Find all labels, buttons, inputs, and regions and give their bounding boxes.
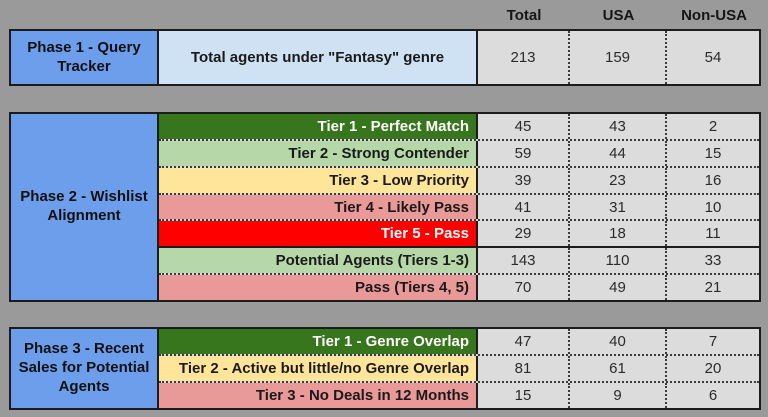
cell-total: 143: [478, 248, 568, 274]
phase1-table: Phase 1 - Query Tracker Total agents und…: [9, 29, 761, 86]
phase3-table: Phase 3 - Recent Sales for Potential Age…: [9, 327, 761, 410]
cell-total: 15: [478, 383, 568, 408]
cell-non-usa: 16: [665, 167, 759, 193]
cell-usa: 18: [568, 221, 665, 247]
cell-non-usa: 21: [665, 275, 759, 301]
table-row: Potential Agents (Tiers 1-3) 143 110 33: [159, 246, 759, 274]
row-label: Tier 5 - Pass: [159, 221, 478, 247]
phase3-label: Phase 3 - Recent Sales for Potential Age…: [11, 329, 159, 408]
cell-total: 59: [478, 140, 568, 166]
cell-usa: 9: [568, 383, 665, 408]
table-row: Tier 1 - Perfect Match 45 43 2: [159, 114, 759, 139]
cell-usa: 44: [568, 140, 665, 166]
cell-non-usa: 33: [665, 248, 759, 274]
cell-total: 41: [478, 194, 568, 220]
cell-non-usa: 20: [665, 356, 759, 381]
cell-usa: 110: [568, 248, 665, 274]
table-row: Tier 1 - Genre Overlap 47 40 7: [159, 329, 759, 354]
table-row: Tier 4 - Likely Pass 41 31 10: [159, 192, 759, 220]
cell-non-usa: 11: [665, 221, 759, 247]
cell-usa: 43: [568, 114, 665, 139]
table-row: Tier 2 - Strong Contender 59 44 15: [159, 138, 759, 166]
cell-total: 39: [478, 167, 568, 193]
cell-non-usa: 7: [665, 329, 759, 354]
table-row: Tier 5 - Pass 29 18 11: [159, 219, 759, 247]
cell-total: 45: [478, 114, 568, 139]
row-label: Pass (Tiers 4, 5): [159, 275, 478, 301]
row-label: Total agents under "Fantasy" genre: [159, 31, 478, 84]
table-row: Tier 2 - Active but little/no Genre Over…: [159, 354, 759, 381]
column-header-usa: USA: [602, 6, 635, 24]
row-label: Tier 3 - Low Priority: [159, 167, 478, 193]
table-row: Total agents under "Fantasy" genre 213 1…: [159, 31, 759, 84]
row-label: Potential Agents (Tiers 1-3): [159, 248, 478, 274]
table-row: Tier 3 - No Deals in 12 Months 15 9 6: [159, 381, 759, 408]
column-headers: Total USA Non-USA: [478, 3, 761, 27]
phase2-label: Phase 2 - Wishlist Alignment: [11, 114, 159, 300]
row-label: Tier 3 - No Deals in 12 Months: [159, 383, 478, 408]
cell-non-usa: 15: [665, 140, 759, 166]
cell-total: 29: [478, 221, 568, 247]
row-label: Tier 1 - Perfect Match: [159, 114, 478, 139]
row-label: Tier 2 - Active but little/no Genre Over…: [159, 356, 478, 381]
phase2-table: Phase 2 - Wishlist Alignment Tier 1 - Pe…: [9, 112, 761, 302]
cell-usa: 61: [568, 356, 665, 381]
cell-total: 81: [478, 356, 568, 381]
table-row: Pass (Tiers 4, 5) 70 49 21: [159, 273, 759, 301]
cell-usa: 49: [568, 275, 665, 301]
cell-usa: 23: [568, 167, 665, 193]
cell-usa: 40: [568, 329, 665, 354]
cell-non-usa: 54: [665, 31, 759, 84]
row-label: Tier 4 - Likely Pass: [159, 194, 478, 220]
cell-total: 47: [478, 329, 568, 354]
cell-usa: 159: [568, 31, 665, 84]
phase1-label: Phase 1 - Query Tracker: [11, 31, 159, 84]
cell-total: 70: [478, 275, 568, 301]
cell-non-usa: 6: [665, 383, 759, 408]
row-label: Tier 2 - Strong Contender: [159, 140, 478, 166]
column-header-total: Total: [506, 6, 542, 24]
row-label: Tier 1 - Genre Overlap: [159, 329, 478, 354]
table-row: Tier 3 - Low Priority 39 23 16: [159, 165, 759, 193]
column-header-non-usa: Non-USA: [681, 6, 747, 24]
cell-usa: 31: [568, 194, 665, 220]
cell-total: 213: [478, 31, 568, 84]
cell-non-usa: 2: [665, 114, 759, 139]
cell-non-usa: 10: [665, 194, 759, 220]
